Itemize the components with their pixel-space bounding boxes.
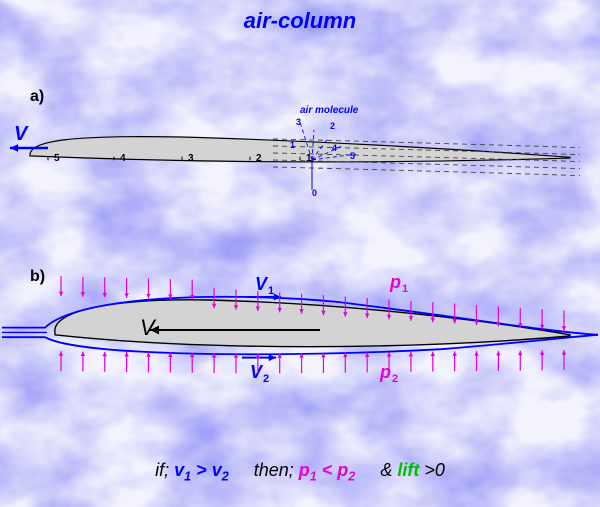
- diagram-layer: 54321321450air moleculeVV1V2Vp1p2: [0, 0, 600, 507]
- svg-text:V: V: [255, 274, 269, 294]
- svg-text:V: V: [14, 123, 29, 145]
- svg-text:0: 0: [312, 188, 317, 198]
- svg-text:2: 2: [256, 153, 262, 164]
- svg-text:3: 3: [296, 117, 301, 127]
- panel-a: 5 4 3 2 1 3 2 1 4 5 0 air molecule V: [10, 105, 580, 198]
- svg-text:p: p: [389, 272, 401, 292]
- panel-b: V1V2Vp1p2: [2, 272, 598, 385]
- svg-text:1: 1: [290, 140, 295, 150]
- svg-text:1: 1: [268, 285, 274, 297]
- svg-text:1: 1: [402, 283, 408, 295]
- svg-text:4: 4: [332, 143, 337, 153]
- svg-text:2: 2: [263, 373, 269, 385]
- svg-text:2: 2: [330, 121, 335, 131]
- svg-text:5: 5: [350, 151, 355, 161]
- svg-text:V: V: [250, 362, 264, 382]
- svg-text:4: 4: [120, 153, 126, 164]
- svg-text:3: 3: [188, 153, 194, 164]
- svg-text:5: 5: [54, 153, 60, 164]
- equation-line: if; v1 > v2 then; p1 < p2 & lift >0: [0, 460, 600, 484]
- svg-text:1: 1: [306, 153, 312, 164]
- svg-text:2: 2: [392, 373, 398, 385]
- svg-text:V: V: [140, 315, 157, 340]
- svg-text:air molecule: air molecule: [300, 105, 359, 116]
